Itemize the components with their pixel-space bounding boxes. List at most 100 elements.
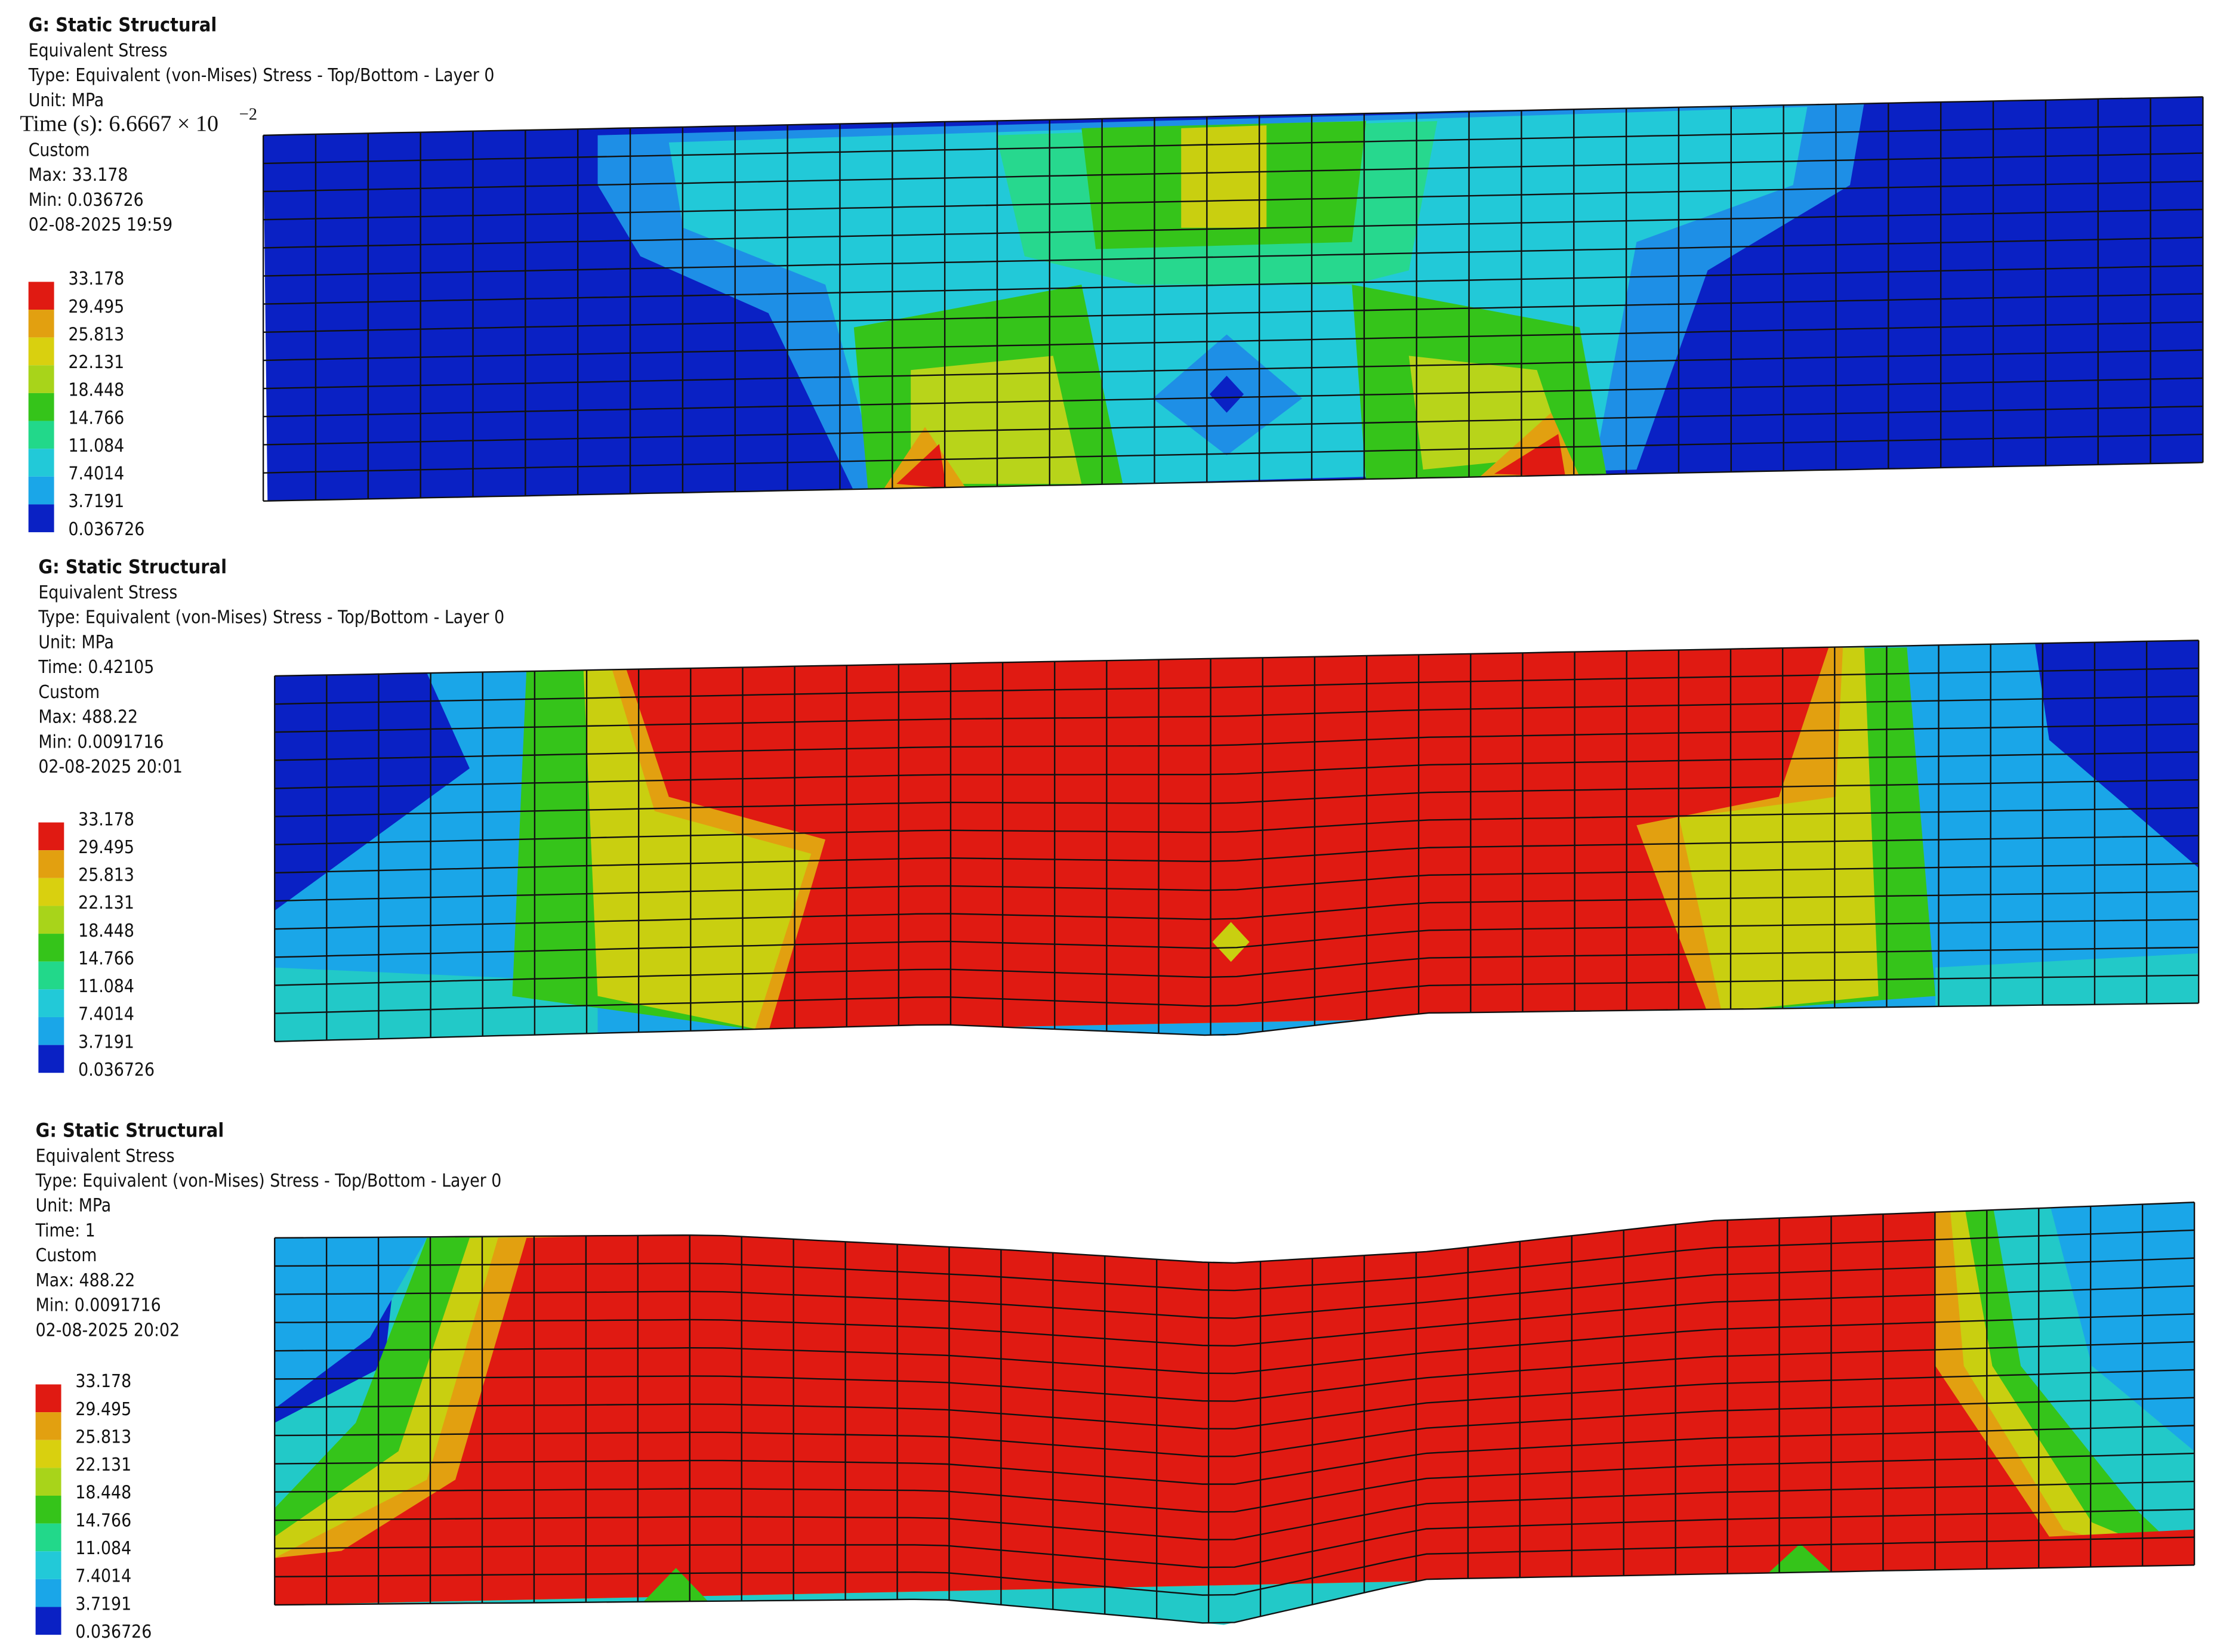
legend-label: 29.495 (78, 837, 134, 858)
legend-label: 3.7191 (68, 491, 124, 512)
legend-swatch (35, 1551, 61, 1579)
legend-swatch (28, 449, 54, 477)
info-line: Min: 0.0091716 (38, 731, 164, 752)
info-line: Unit: MPa (36, 1196, 112, 1216)
mesh-line (275, 1002, 2199, 1042)
legend-label: 25.813 (78, 865, 134, 886)
legend-label: 33.178 (78, 809, 134, 830)
legend-label: 3.7191 (75, 1594, 131, 1614)
legend-swatch (35, 1579, 61, 1607)
info-line: Equivalent Stress (38, 582, 177, 603)
mesh-line (275, 835, 2199, 874)
mesh-line (275, 1536, 2195, 1596)
info-line: Unit: MPa (38, 632, 114, 653)
info-line: 02-08-2025 19:59 (29, 215, 173, 236)
mesh-line (263, 377, 2203, 418)
panel-title: G: Static Structural (29, 14, 217, 36)
info-line: Custom (38, 682, 100, 703)
mesh-line (263, 349, 2203, 390)
mesh-line (275, 1313, 2195, 1375)
legend-swatch (38, 961, 64, 990)
mesh-line (263, 124, 2203, 165)
mesh-line (275, 667, 2199, 705)
mesh-line (263, 152, 2203, 193)
mesh-line (263, 236, 2203, 277)
legend-label: 33.178 (75, 1371, 131, 1392)
info-line: Type: Equivalent (von-Mises) Stress - To… (38, 607, 504, 628)
legend-swatch (28, 310, 54, 338)
legend-label: 11.084 (75, 1538, 131, 1559)
legend-swatch (35, 1468, 61, 1496)
legend-label: 14.766 (78, 948, 134, 969)
info-line: 02-08-2025 20:02 (36, 1320, 180, 1341)
mesh-line (275, 1341, 2195, 1402)
info-line: 02-08-2025 20:01 (38, 756, 183, 777)
mesh-line (263, 96, 2203, 136)
mesh-line (275, 946, 2199, 986)
mesh-line (275, 1564, 2195, 1624)
legend-label: 22.131 (68, 352, 124, 373)
legend-swatch (38, 906, 64, 934)
mesh-line (275, 1397, 2195, 1458)
legend-swatch (28, 365, 54, 393)
legend-swatch (28, 337, 54, 366)
mesh-line (275, 1229, 2195, 1292)
legend-label: 18.448 (68, 380, 124, 401)
mesh-line (275, 1369, 2195, 1430)
info-line: Time: 1 (35, 1220, 95, 1241)
legend-swatch (38, 1017, 64, 1045)
legend-swatch (28, 504, 54, 533)
info-line: Time: 0.42105 (38, 657, 154, 678)
info-line: Custom (29, 140, 90, 160)
legend-swatch (28, 282, 54, 310)
contour-plot-2 (275, 640, 2199, 1042)
legend-label: 18.448 (75, 1483, 131, 1503)
mesh-line (275, 779, 2199, 817)
legend-swatch (35, 1495, 61, 1524)
legend-label: 7.4014 (78, 1004, 134, 1025)
annotations: G: Static Structural Equivalent Stress Typ… (20, 14, 504, 1642)
mesh-line (275, 918, 2199, 958)
legend-swatch (38, 1045, 64, 1073)
legend-label: 25.813 (68, 324, 124, 345)
legend-swatch (35, 1607, 61, 1635)
mesh-line (263, 293, 2203, 333)
mesh-line (263, 433, 2203, 474)
legend-label: 22.131 (75, 1455, 131, 1475)
legend-label: 7.4014 (68, 464, 124, 484)
legend-swatch (28, 476, 54, 505)
legend-swatch (38, 934, 64, 962)
mesh-line (263, 180, 2203, 221)
info-line: Equivalent Stress (36, 1145, 175, 1166)
info-line: Time (s): 6.6667 × 10 (20, 112, 218, 137)
info-line: Min: 0.036726 (29, 190, 144, 211)
mesh-line (275, 974, 2199, 1014)
mesh-line (275, 695, 2199, 733)
legend-swatch (35, 1384, 61, 1413)
panel-title: G: Static Structural (38, 555, 227, 578)
mesh-line (275, 807, 2199, 845)
legend-label: 3.7191 (78, 1032, 134, 1052)
legend-label: 29.495 (75, 1399, 131, 1420)
mesh (262, 96, 2204, 1624)
info-line: Max: 33.178 (29, 165, 128, 186)
mesh-line (275, 751, 2199, 789)
mesh-line (275, 1425, 2195, 1485)
legend-label: 7.4014 (75, 1566, 131, 1587)
legend-label: 18.448 (78, 921, 134, 941)
mesh-line (275, 1257, 2195, 1319)
legend-label: 11.084 (78, 976, 134, 997)
mesh-line (263, 321, 2203, 362)
info-line: Max: 488.22 (38, 707, 138, 728)
legend-label: 33.178 (68, 268, 124, 289)
time-exponent: −2 (239, 106, 257, 124)
legend-label: 25.813 (75, 1426, 131, 1447)
info-line: Min: 0.0091716 (36, 1295, 161, 1316)
info-line: Type: Equivalent (von-Mises) Stress - To… (28, 65, 495, 86)
mesh-line (275, 723, 2199, 761)
legend-swatch (28, 393, 54, 421)
legend-swatch (35, 1440, 61, 1468)
mesh-line (263, 405, 2203, 446)
